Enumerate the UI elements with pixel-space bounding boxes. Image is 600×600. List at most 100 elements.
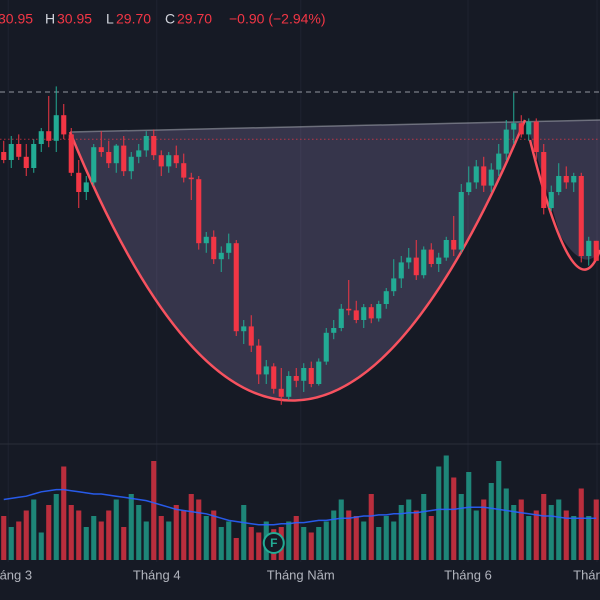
volume-bar <box>128 494 134 560</box>
volume-bar <box>293 516 299 560</box>
volume-bar <box>31 499 37 560</box>
volume-bar <box>443 455 449 560</box>
candle-body <box>466 182 472 192</box>
event-marker-label: F <box>270 536 277 550</box>
volume-bar <box>503 488 509 560</box>
candle-body <box>256 345 262 375</box>
volume-bar <box>488 483 494 560</box>
candle-body <box>503 129 509 154</box>
candle-body <box>541 152 547 208</box>
candle-body <box>278 388 284 397</box>
volume-bar <box>136 505 142 560</box>
candle-body <box>308 368 314 384</box>
volume-bar <box>391 521 397 560</box>
volume-bar <box>496 461 502 560</box>
candle-body <box>293 376 299 381</box>
candle-body <box>143 136 149 151</box>
volume-bar <box>353 516 359 560</box>
candle-body <box>458 192 464 250</box>
candle-body <box>443 240 449 258</box>
candle-body <box>496 153 502 170</box>
volume-bar <box>23 510 29 560</box>
candle-body <box>203 236 209 244</box>
volume-bar <box>586 516 592 560</box>
event-marker <box>262 532 285 554</box>
volume-bar <box>113 499 119 560</box>
volume-bar <box>346 510 352 560</box>
candle-body <box>593 240 599 261</box>
candle-body <box>16 144 22 157</box>
candle-body <box>451 240 457 250</box>
candle-body <box>83 182 89 192</box>
volume-bar <box>308 532 314 560</box>
volume-bar <box>1 516 7 560</box>
candle-body <box>53 115 59 141</box>
volume-bar <box>196 499 202 560</box>
volume-bar <box>436 466 442 560</box>
volume-ma-line <box>3 488 597 526</box>
legend-change: −0.90 (−2.94%) <box>229 11 326 27</box>
legend-label: O <box>0 11 1 27</box>
candle-body <box>91 147 97 183</box>
volume-bar <box>68 505 74 560</box>
candle-body <box>556 176 562 192</box>
candle-body <box>233 243 239 332</box>
candle-body <box>323 332 329 362</box>
pattern-rim <box>69 119 600 133</box>
candle-body <box>263 366 269 375</box>
volume-bar <box>218 527 224 560</box>
pattern-fill <box>70 120 600 401</box>
candle-body <box>406 257 412 263</box>
volume-bar <box>286 521 292 560</box>
volume-bar <box>76 510 82 560</box>
legend-label: L <box>106 11 114 27</box>
candle-body <box>436 257 442 264</box>
candle-body <box>113 145 119 164</box>
candle-body <box>8 144 14 160</box>
candle-body <box>548 192 554 208</box>
volume-bar <box>188 494 194 560</box>
volume-bar <box>383 516 389 560</box>
volume-bar <box>338 499 344 560</box>
volume-bar <box>398 505 404 560</box>
candle-body <box>518 123 524 135</box>
candle-body <box>188 177 194 180</box>
candle-body <box>376 304 382 319</box>
x-tick-label: Tháng 6 <box>444 567 492 582</box>
candle-body <box>196 179 202 244</box>
volume-bar <box>541 494 547 560</box>
legend-value: 30.95 <box>0 11 33 27</box>
candle-body <box>121 145 127 172</box>
candle-body <box>331 328 337 333</box>
candle-body <box>181 163 187 178</box>
candle-body <box>241 326 247 332</box>
candle-body <box>383 291 389 304</box>
volume-bar <box>376 527 382 560</box>
volume-bar <box>233 538 239 560</box>
x-tick-label: Tháng 4 <box>133 567 181 582</box>
candle-body <box>361 307 367 320</box>
candle-body <box>173 155 179 164</box>
candle-body <box>106 152 112 164</box>
candle-body <box>286 376 292 397</box>
volume-bar <box>61 466 67 560</box>
legend-label: H <box>45 11 55 27</box>
volume-bar <box>83 527 89 560</box>
x-tick-label: Tháng 7 <box>573 567 600 582</box>
candle-body <box>353 310 359 320</box>
volume-bar <box>38 532 44 560</box>
volume-bar <box>158 516 164 560</box>
candle-body <box>151 136 157 156</box>
candle-body <box>398 262 404 279</box>
volume-bar <box>106 510 112 560</box>
legend-label: C <box>165 11 175 27</box>
volume-bar <box>361 521 367 560</box>
volume-bar <box>151 461 157 560</box>
cup-curve <box>68 119 527 402</box>
volume-bar <box>571 516 577 560</box>
candle-body <box>226 243 232 253</box>
volume-bar <box>181 510 187 560</box>
volume-bar <box>511 505 517 560</box>
